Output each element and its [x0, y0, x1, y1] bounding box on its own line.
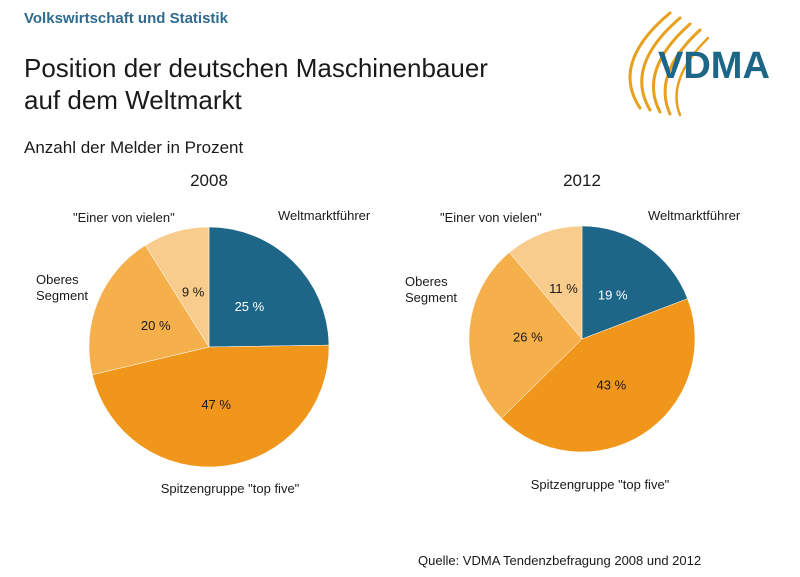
slice-value-label: 9 %	[182, 285, 205, 300]
slice-value-label: 11 %	[549, 281, 578, 296]
slice-category-label: Spitzengruppe "top five"	[531, 477, 670, 492]
logo-text: VDMA	[658, 45, 770, 87]
slice-category-label: Oberes Segment	[36, 272, 88, 303]
title-line-2: auf dem Weltmarkt	[24, 85, 242, 115]
slice-category-label: Spitzengruppe "top five"	[161, 481, 300, 496]
pie-slice	[144, 226, 210, 348]
slice-category-label: Weltmarktführer	[648, 208, 741, 223]
slice-value-label: 25 %	[235, 299, 265, 314]
slice-category-label: Weltmarktführer	[278, 208, 371, 223]
slice-category-label: "Einer von vielen"	[73, 210, 175, 225]
slice-category-label: Oberes Segment	[405, 274, 457, 305]
slice-category-label: "Einer von vielen"	[440, 210, 542, 225]
chart-subtitle: Anzahl der Melder in Prozent	[24, 138, 244, 157]
pie-slice	[501, 298, 696, 453]
pie-2012: 2012 19 % Weltmarktführer 43 % Spitzengruppe…	[405, 171, 741, 492]
source-note: Quelle: VDMA Tendenzbefragung 2008 und 2…	[418, 553, 702, 568]
slice-value-label: 43 %	[597, 378, 627, 393]
title-line-1: Position der deutschen Maschinenbauer	[24, 53, 488, 83]
pie-slice	[91, 344, 330, 468]
pie-slice	[88, 244, 210, 376]
pie-slice	[509, 225, 583, 340]
vdma-logo: VDMA	[628, 11, 770, 117]
logo-swoosh-icon	[628, 11, 710, 117]
pie-2008: 2008 25 % Weltmarktführer 47 % Spitzengruppe…	[36, 171, 371, 496]
pie-slice	[208, 226, 330, 348]
slice-value-label: 20 %	[141, 318, 171, 333]
pie-title: 2012	[563, 171, 601, 190]
pie-slice	[468, 252, 583, 419]
pie-title: 2008	[190, 171, 228, 190]
slice-value-label: 19 %	[598, 287, 628, 302]
slice-value-label: 26 %	[513, 329, 543, 344]
slice-value-label: 47 %	[201, 397, 231, 412]
pie-slice	[581, 225, 688, 340]
page-title: Position der deutschen Maschinenbauer au…	[24, 52, 488, 116]
section-label: Volkswirtschaft und Statistik	[24, 10, 228, 27]
